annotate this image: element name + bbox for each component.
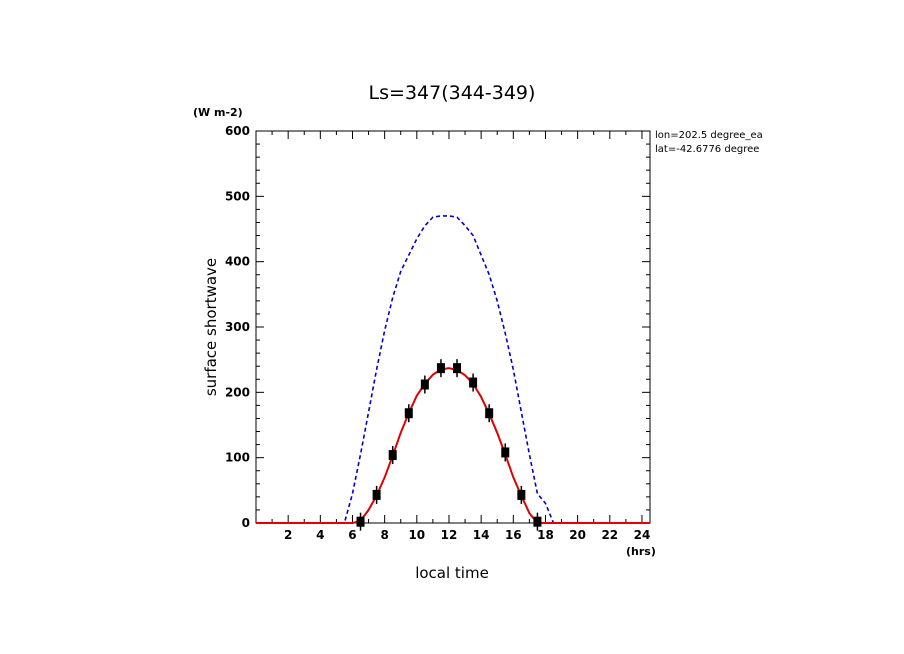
x-tick-label: 14	[473, 528, 490, 542]
y-axis-label: surface shortwave	[202, 258, 220, 396]
y-tick-label: 600	[225, 124, 250, 138]
x-unit-label: (hrs)	[626, 545, 656, 558]
chart-title: Ls=347(344-349)	[369, 82, 536, 104]
series-line-1	[256, 367, 650, 524]
y-tick-label: 100	[225, 451, 250, 465]
x-tick-label: 4	[316, 528, 324, 542]
x-tick-label: 10	[408, 528, 425, 542]
x-tick-label: 24	[634, 528, 651, 542]
y-tick-label: 300	[225, 320, 250, 334]
x-tick-label: 20	[569, 528, 586, 542]
y-unit-label: (W m-2)	[193, 106, 243, 119]
x-tick-label: 8	[380, 528, 388, 542]
y-tick-label: 400	[225, 255, 250, 269]
plot-frame	[255, 130, 651, 524]
annotation-lat: lat=-42.6776 degree	[655, 144, 759, 155]
x-tick-label: 12	[441, 528, 458, 542]
x-tick-label: 16	[505, 528, 522, 542]
y-tick-label: 0	[242, 516, 250, 530]
x-tick-label: 6	[348, 528, 356, 542]
x-tick-label: 2	[284, 528, 292, 542]
y-tick-label: 200	[225, 385, 250, 399]
x-tick-label: 22	[601, 528, 618, 542]
x-axis-label: local time	[415, 564, 489, 582]
y-tick-label: 500	[225, 189, 250, 203]
annotation-lon: lon=202.5 degree_ea	[655, 130, 763, 141]
x-tick-label: 18	[537, 528, 554, 542]
